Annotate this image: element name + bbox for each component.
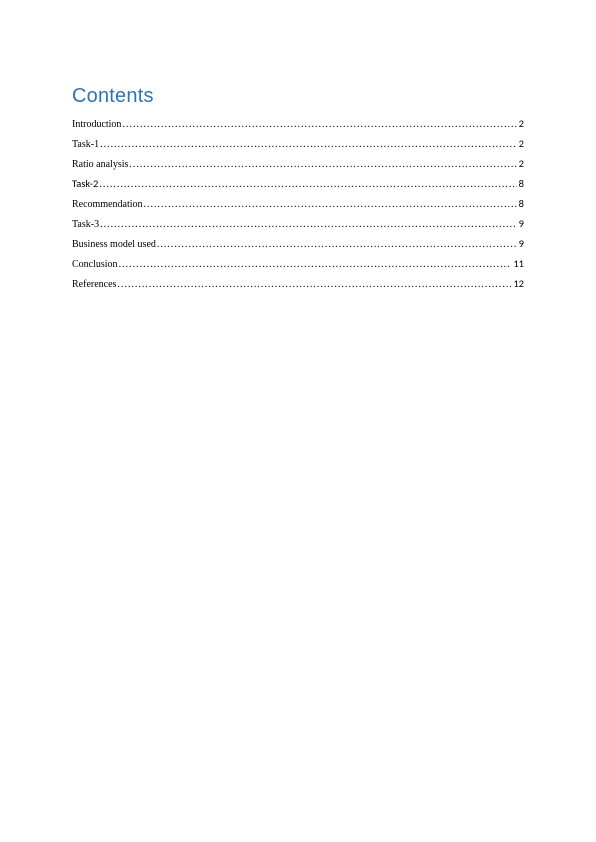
toc-entry-page: 2	[517, 154, 524, 174]
toc-leader-dots	[98, 175, 516, 194]
toc-leader-dots	[143, 195, 517, 214]
document-page: Contents Introduction2Task-12Ratio analy…	[0, 0, 596, 842]
toc-entry[interactable]: Task-1 2	[72, 134, 524, 154]
toc-entry[interactable]: Recommendation 8	[72, 194, 524, 214]
toc-entry-label: Task-3	[72, 215, 99, 234]
toc-entry-page: 12	[511, 274, 524, 294]
toc-entry[interactable]: Task-2 8	[72, 174, 524, 194]
toc-entry-label: Introduction	[72, 115, 121, 134]
toc-entry[interactable]: Task-3 9	[72, 214, 524, 234]
toc-leader-dots	[99, 215, 517, 234]
toc-leader-dots	[118, 255, 512, 274]
toc-leader-dots	[99, 135, 517, 154]
contents-heading: Contents	[72, 85, 524, 108]
toc-entry-page: 9	[517, 214, 524, 234]
toc-leader-dots	[156, 235, 517, 254]
toc-entry-label: Task-1	[72, 135, 99, 154]
toc-entry[interactable]: Conclusion 11	[72, 254, 524, 274]
toc-entry[interactable]: References 12	[72, 274, 524, 294]
table-of-contents: Introduction2Task-12Ratio analysis2Task-…	[72, 114, 524, 294]
toc-leader-dots	[121, 115, 516, 134]
toc-entry[interactable]: Business model used 9	[72, 234, 524, 254]
toc-entry[interactable]: Ratio analysis 2	[72, 154, 524, 174]
toc-leader-dots	[128, 155, 516, 174]
toc-entry-label: Recommendation	[72, 195, 143, 214]
toc-entry-label: Business model used	[72, 235, 156, 254]
toc-entry-label: References	[72, 275, 116, 294]
toc-entry-page: 8	[517, 174, 524, 194]
toc-entry-page: 9	[517, 234, 524, 254]
toc-entry[interactable]: Introduction 2	[72, 114, 524, 134]
toc-entry-label: Ratio analysis	[72, 155, 128, 174]
toc-entry-page: 8	[517, 194, 524, 214]
toc-entry-page: 2	[517, 134, 524, 154]
toc-entry-page: 2	[517, 114, 524, 134]
toc-entry-label: Task-2	[72, 174, 98, 194]
toc-entry-label: Conclusion	[72, 255, 118, 274]
toc-entry-page: 11	[511, 254, 524, 274]
toc-leader-dots	[116, 275, 511, 294]
